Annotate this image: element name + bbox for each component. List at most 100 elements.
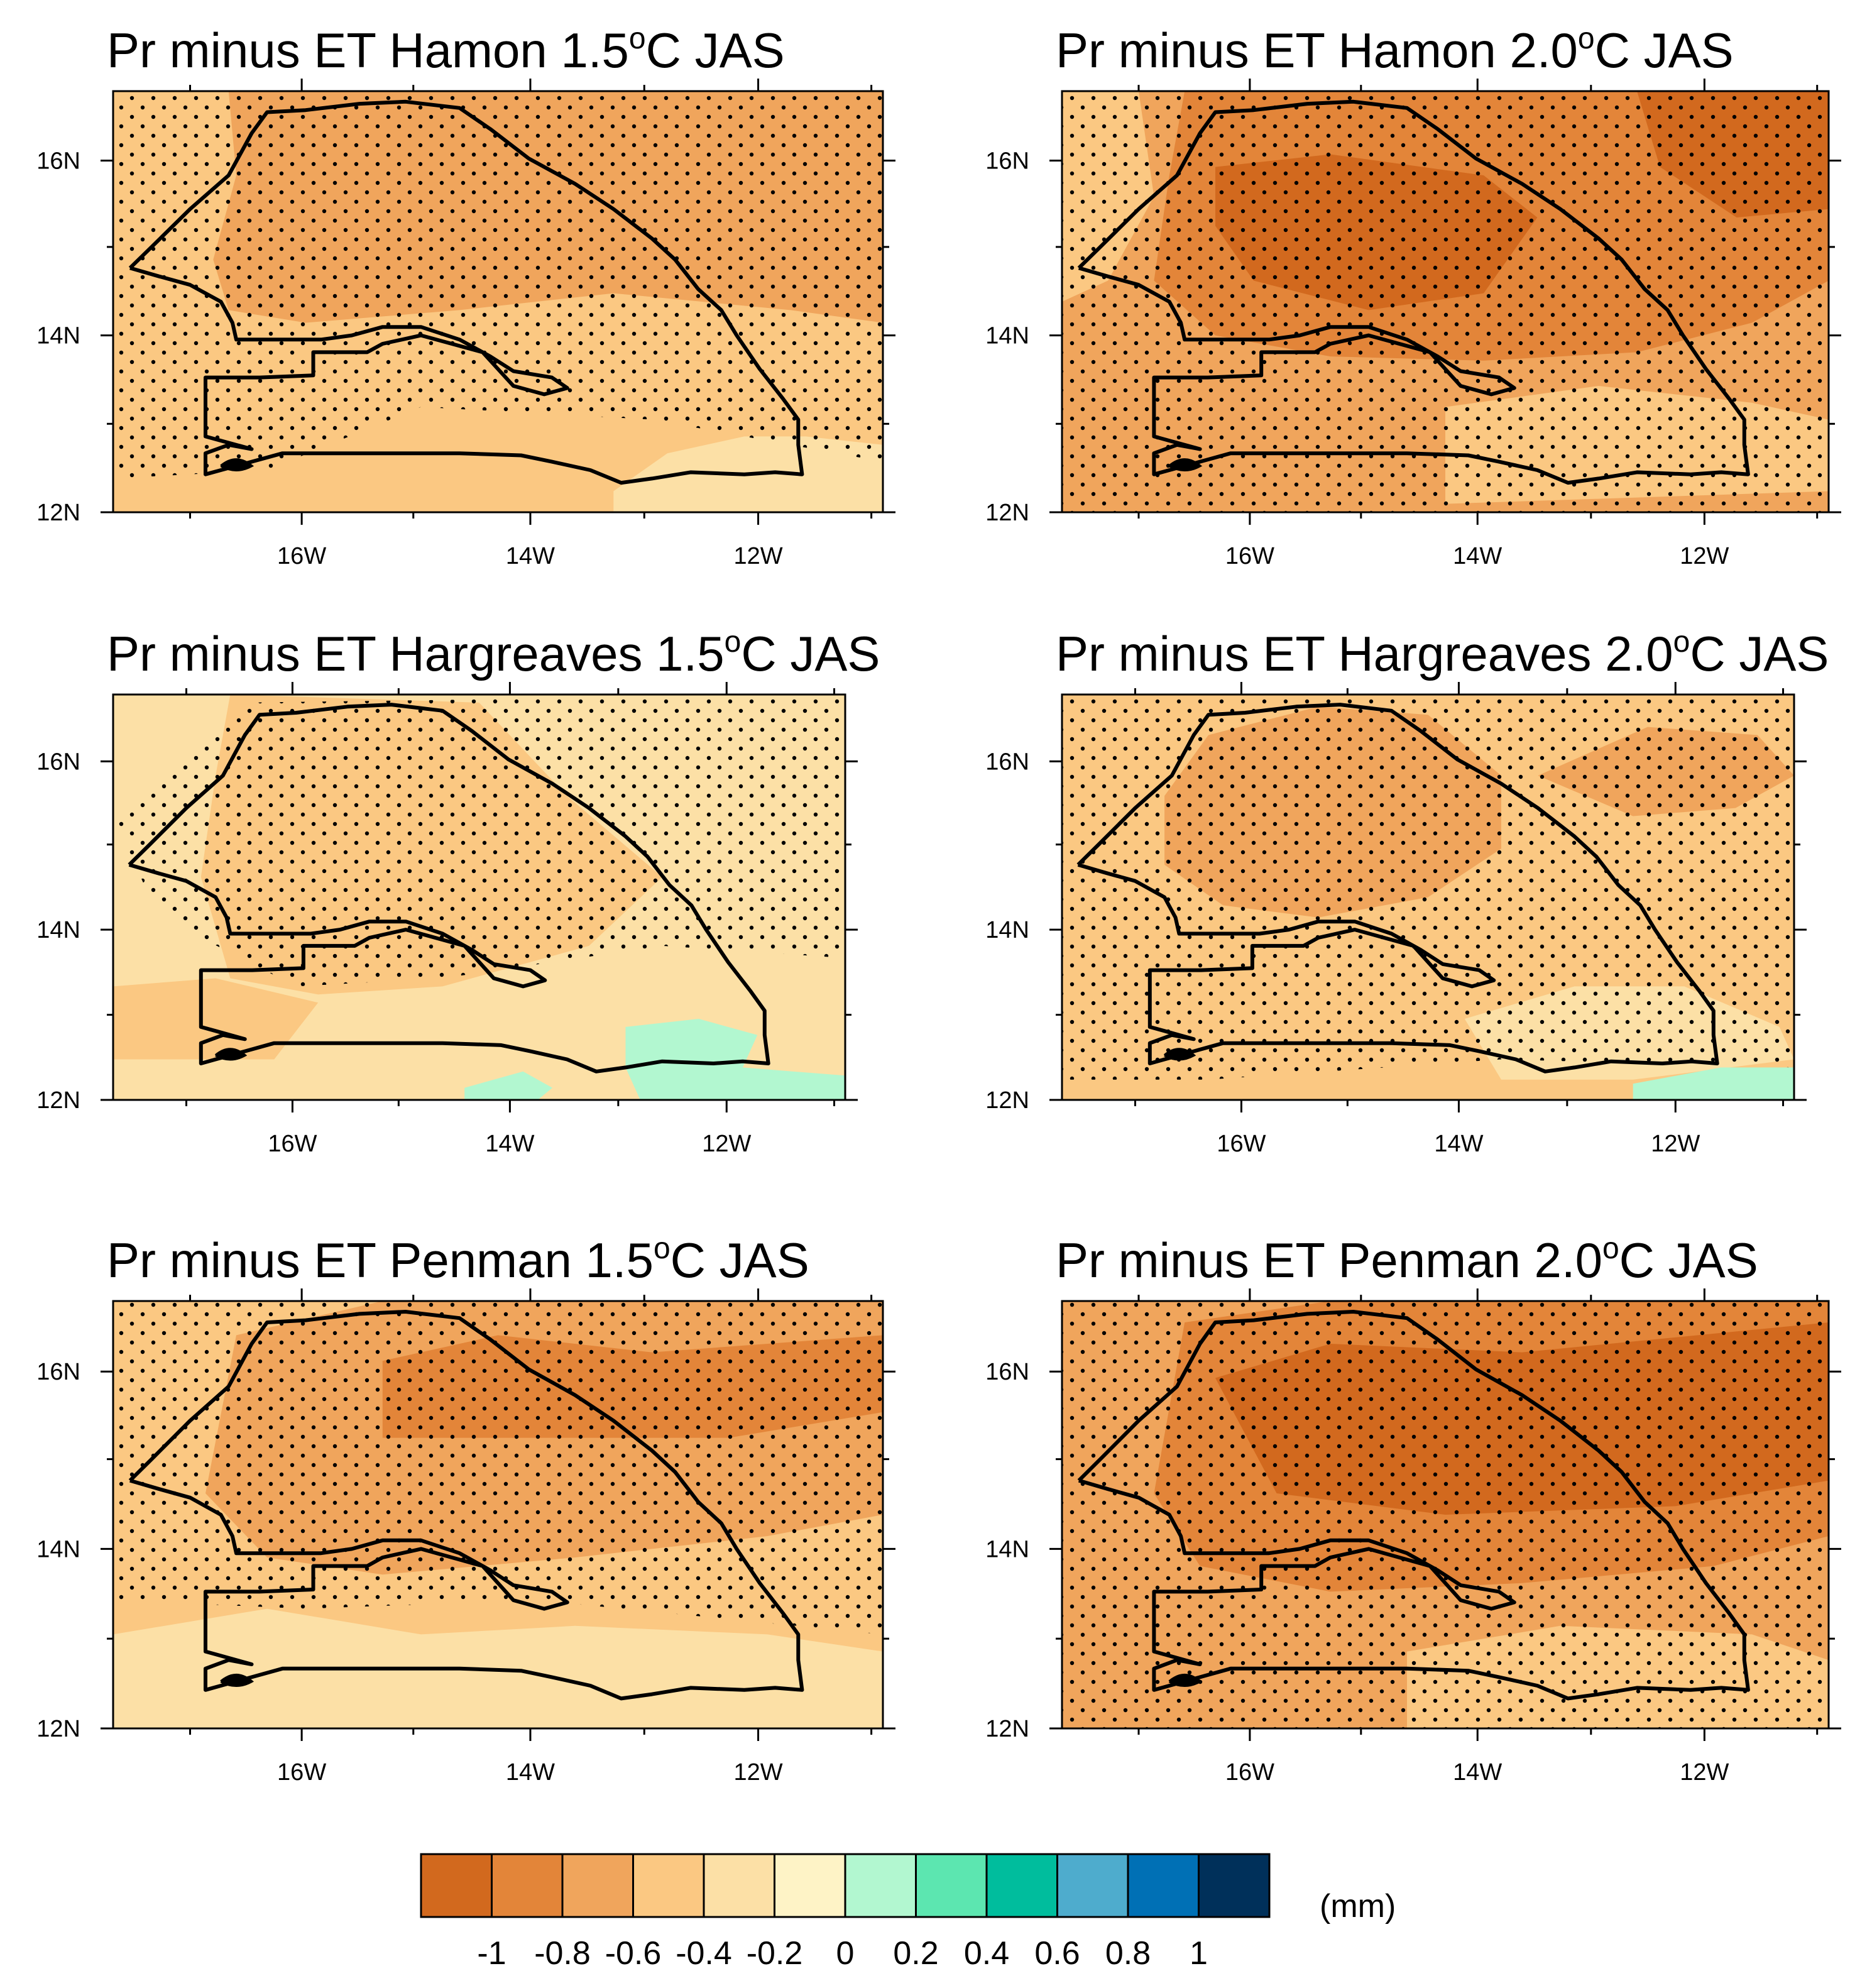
significance-stippling bbox=[1062, 91, 1829, 512]
y-tick-label: 12N bbox=[36, 1716, 80, 1742]
significance-stippling bbox=[1062, 1301, 1829, 1728]
x-tick-label: 12W bbox=[733, 543, 782, 569]
x-tick-label: 16W bbox=[277, 1759, 326, 1786]
x-tick-label: 12W bbox=[702, 1131, 751, 1157]
colorbar-tick-label: -1 bbox=[477, 1935, 506, 1972]
x-tick-label: 14W bbox=[485, 1131, 534, 1157]
panel-title: Pr minus ET Hargreaves 1.5oC JAS bbox=[107, 625, 880, 681]
colorbar-tick-label: 0 bbox=[836, 1935, 855, 1972]
y-tick-label: 16N bbox=[985, 148, 1029, 175]
estuary-mark bbox=[1168, 1674, 1203, 1687]
x-tick-label: 14W bbox=[1453, 1759, 1502, 1786]
degree-symbol: o bbox=[1673, 625, 1690, 659]
contour-region bbox=[1633, 1067, 1794, 1100]
senegal-border bbox=[1077, 99, 1750, 485]
colorbar-box bbox=[1056, 1853, 1129, 1918]
y-tick-label: 16N bbox=[985, 749, 1029, 775]
colorbar-box bbox=[632, 1853, 705, 1918]
title-suffix: C JAS bbox=[1595, 23, 1734, 78]
y-tick-label: 12N bbox=[985, 500, 1029, 526]
map-panel: Pr minus ET Penman 1.5oC JAS 16W 14W 12W 12N… bbox=[36, 1232, 895, 1786]
contour-region bbox=[625, 1019, 845, 1100]
significance-stippling bbox=[1062, 695, 1794, 1080]
map-frame bbox=[112, 1300, 884, 1730]
colorbar-box bbox=[915, 1853, 988, 1918]
y-tick-label: 12N bbox=[985, 1716, 1029, 1742]
estuary-mark bbox=[214, 1048, 248, 1061]
title-text: Pr minus ET Hargreaves 2.0 bbox=[1056, 626, 1673, 681]
colorbar-tick-label: -0.4 bbox=[676, 1935, 732, 1972]
panel-title: Pr minus ET Penman 2.0oC JAS bbox=[1056, 1232, 1758, 1288]
x-tick-label: 12W bbox=[1651, 1131, 1700, 1157]
x-tick-label: 16W bbox=[268, 1131, 317, 1157]
x-tick-label: 12W bbox=[1680, 1759, 1729, 1786]
colorbar-tick-label: -0.6 bbox=[605, 1935, 662, 1972]
title-text: Pr minus ET Hamon 2.0 bbox=[1056, 23, 1578, 78]
y-tick-label: 12N bbox=[985, 1087, 1029, 1114]
significance-stippling bbox=[113, 1301, 883, 1635]
x-tick-label: 12W bbox=[733, 1759, 782, 1786]
senegal-border bbox=[1076, 703, 1719, 1074]
map-frame bbox=[1061, 90, 1830, 513]
panel-title: Pr minus ET Hamon 2.0oC JAS bbox=[1056, 22, 1734, 78]
y-tick-label: 14N bbox=[36, 1536, 80, 1562]
y-tick-label: 14N bbox=[36, 917, 80, 943]
colorbar-box bbox=[491, 1853, 564, 1918]
colorbar-box bbox=[844, 1853, 917, 1918]
title-text: Pr minus ET Penman 1.5 bbox=[107, 1233, 654, 1288]
significance-stippling bbox=[113, 695, 845, 987]
y-tick-label: 16N bbox=[985, 1359, 1029, 1385]
colorbar-tick-label: 1 bbox=[1190, 1935, 1208, 1972]
estuary-mark bbox=[1168, 458, 1203, 471]
senegal-border bbox=[128, 1310, 804, 1701]
map-panel: Pr minus ET Hamon 2.0oC JAS 16W 14W 12W 12N 1… bbox=[985, 22, 1841, 569]
senegal-border bbox=[128, 703, 770, 1074]
significance-stippling bbox=[113, 91, 883, 479]
x-tick-label: 14W bbox=[1453, 543, 1502, 569]
y-tick-label: 16N bbox=[36, 749, 80, 775]
colorbar-tick-label: 0.6 bbox=[1034, 1935, 1080, 1972]
y-tick-label: 12N bbox=[36, 500, 80, 526]
map-panel: Pr minus ET Hamon 1.5oC JAS 16W 14W 12W 12N 1… bbox=[36, 22, 895, 569]
contour-region bbox=[113, 978, 319, 1060]
title-suffix: C JAS bbox=[1690, 626, 1829, 681]
x-tick-label: 14W bbox=[506, 1759, 555, 1786]
title-text: Pr minus ET Hamon 1.5 bbox=[107, 23, 629, 78]
colorbar-tick-label: 0.2 bbox=[893, 1935, 938, 1972]
title-text: Pr minus ET Penman 2.0 bbox=[1056, 1233, 1602, 1288]
colorbar-box bbox=[1198, 1853, 1271, 1918]
estuary-mark bbox=[1163, 1048, 1196, 1061]
colorbar-tick-label: -0.8 bbox=[534, 1935, 591, 1972]
senegal-border bbox=[1077, 1310, 1750, 1701]
estuary-mark bbox=[220, 458, 255, 471]
colorbar-box bbox=[1127, 1853, 1200, 1918]
senegal-border bbox=[128, 99, 804, 485]
degree-symbol: o bbox=[629, 22, 646, 55]
colorbar-tick-label: 0.4 bbox=[964, 1935, 1009, 1972]
y-tick-label: 14N bbox=[985, 1536, 1029, 1562]
x-tick-label: 12W bbox=[1680, 543, 1729, 569]
map-frame bbox=[1061, 1300, 1830, 1730]
degree-symbol: o bbox=[1578, 22, 1595, 55]
colorbar-box bbox=[561, 1853, 634, 1918]
colorbar: -1 -0.8 -0.6 -0.4 -0.2 0 0.2 0.4 0.6 0.8 1 (mm) bbox=[420, 1853, 1396, 1972]
map-frame bbox=[112, 693, 846, 1101]
x-tick-label: 14W bbox=[506, 543, 555, 569]
title-suffix: C JAS bbox=[741, 626, 880, 681]
estuary-mark bbox=[220, 1674, 255, 1687]
colorbar-tick-label: -0.2 bbox=[747, 1935, 803, 1972]
colorbar-box bbox=[985, 1853, 1058, 1918]
y-tick-label: 12N bbox=[36, 1087, 80, 1114]
colorbar-units: (mm) bbox=[1320, 1888, 1396, 1925]
title-text: Pr minus ET Hargreaves 1.5 bbox=[107, 626, 725, 681]
title-suffix: C JAS bbox=[1619, 1233, 1758, 1288]
degree-symbol: o bbox=[725, 625, 742, 659]
colorbar-box bbox=[420, 1853, 493, 1918]
title-suffix: C JAS bbox=[646, 23, 785, 78]
x-tick-label: 16W bbox=[1225, 543, 1274, 569]
y-tick-label: 14N bbox=[985, 917, 1029, 943]
map-panel: Pr minus ET Hargreaves 1.5oC JAS 16W 14W 12… bbox=[36, 625, 880, 1157]
y-tick-label: 16N bbox=[36, 148, 80, 175]
x-tick-label: 16W bbox=[277, 543, 326, 569]
